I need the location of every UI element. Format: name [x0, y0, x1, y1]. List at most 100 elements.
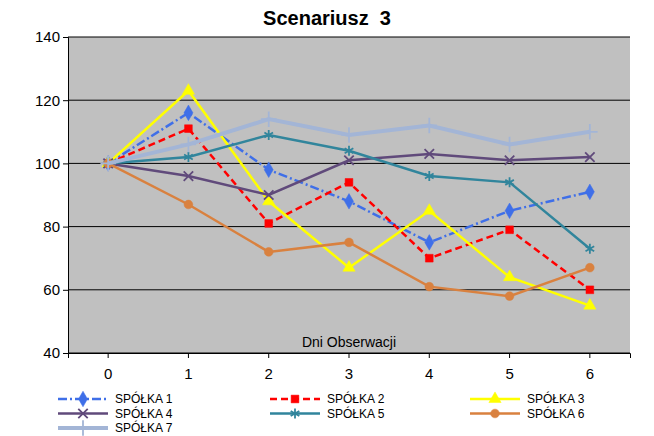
series-marker — [585, 263, 594, 272]
y-tick-mark — [63, 353, 68, 354]
series-marker — [425, 235, 434, 251]
series-marker — [341, 127, 356, 142]
series-marker — [345, 194, 354, 210]
series-marker — [100, 156, 115, 171]
grid-line — [68, 226, 630, 227]
x-tick: 2 — [265, 353, 273, 382]
plot-background — [68, 37, 630, 353]
legend-item: SPÓŁKA 6 — [470, 406, 585, 421]
legend-label: SPÓŁKA 7 — [115, 420, 173, 435]
series-marker — [425, 254, 433, 262]
series-line — [108, 163, 590, 296]
x-tick-mark — [108, 353, 109, 358]
series-marker — [345, 178, 353, 186]
x-tick-label: 3 — [345, 365, 353, 382]
y-tick: 100 — [35, 155, 68, 172]
series-marker — [586, 286, 594, 294]
legend-marker — [291, 395, 299, 403]
y-tick-label: 60 — [43, 281, 60, 298]
x-axis: 0123456 — [69, 353, 631, 382]
x-tick-label: 1 — [184, 365, 192, 382]
series-marker — [502, 137, 517, 152]
series-marker — [584, 299, 596, 310]
series-marker — [505, 177, 514, 187]
legend-label: SPÓŁKA 4 — [115, 406, 173, 421]
legend-marker — [489, 392, 501, 403]
series-line — [108, 91, 590, 306]
x-tick-label: 2 — [265, 365, 273, 382]
x-tick-mark — [188, 353, 189, 358]
x-axis-line — [69, 354, 631, 359]
x-tick-mark — [509, 353, 510, 358]
y-axis: 40 60 80 100 120 140 — [35, 28, 69, 361]
series-marker — [181, 137, 196, 152]
series-marker — [265, 220, 273, 228]
legend-label: SPÓŁKA 3 — [527, 391, 585, 406]
legend-marker — [78, 409, 87, 418]
series-marker — [184, 200, 193, 209]
legend-item: SPÓŁKA 3 — [470, 391, 585, 406]
x-tick: 3 — [345, 353, 353, 382]
series-marker — [422, 118, 437, 133]
y-tick-label: 40 — [43, 344, 60, 361]
legend-item: SPÓŁKA 1 — [58, 391, 173, 407]
series-marker — [503, 270, 515, 281]
series-marker — [582, 124, 597, 139]
legend-marker — [75, 420, 90, 435]
legend: SPÓŁKA 1 SPÓŁKA 2 SPÓŁKA 3 SPÓŁKA 4 SPÓŁKA 5… — [58, 391, 585, 436]
series-marker — [343, 261, 355, 272]
series-marker — [506, 226, 514, 234]
series-marker — [264, 248, 273, 257]
series-marker — [182, 84, 194, 95]
series-marker — [425, 171, 434, 181]
series-marker — [423, 204, 435, 215]
y-tick: 120 — [35, 92, 68, 109]
series-marker — [184, 152, 193, 162]
y-tick-mark — [63, 37, 68, 38]
legend-label: SPÓŁKA 5 — [327, 406, 385, 421]
legend-marker — [291, 409, 300, 419]
x-tick: 4 — [425, 353, 433, 382]
y-tick-mark — [63, 163, 68, 164]
legend-label: SPÓŁKA 6 — [527, 406, 585, 421]
y-tick: 140 — [35, 28, 68, 45]
series-marker — [345, 146, 354, 156]
series-marker — [264, 162, 273, 178]
legend-item: SPÓŁKA 7 — [58, 420, 173, 436]
x-tick-mark — [429, 353, 430, 358]
series-marker — [184, 105, 193, 121]
y-tick: 60 — [43, 281, 68, 298]
legend-label: SPÓŁKA 1 — [115, 391, 173, 406]
series-marker — [505, 156, 514, 165]
y-tick-label: 140 — [35, 28, 60, 45]
grid-line — [68, 163, 630, 164]
x-tick-label: 5 — [505, 365, 513, 382]
x-tick-mark — [349, 353, 350, 358]
series-marker — [261, 111, 276, 126]
x-tick-mark — [589, 353, 590, 358]
title: Scenariusz 3 — [263, 7, 391, 29]
series-marker — [184, 171, 193, 180]
series-marker — [425, 149, 434, 158]
legend-item: SPÓŁKA 5 — [270, 406, 385, 421]
x-tick-mark — [268, 353, 269, 358]
y-tick-mark — [63, 100, 68, 101]
legend-item: SPÓŁKA 4 — [58, 406, 173, 421]
series-line — [108, 119, 590, 163]
series-marker — [505, 292, 514, 301]
legend-marker — [79, 391, 88, 407]
legend-marker — [491, 409, 500, 418]
legend-label: SPÓŁKA 2 — [327, 391, 385, 406]
grid-line — [68, 100, 630, 101]
series-marker — [505, 203, 514, 219]
x-axis-title: Dni Obserwacji — [302, 334, 396, 350]
y-tick-label: 100 — [35, 155, 60, 172]
series-line — [108, 135, 590, 249]
x-tick: 6 — [586, 353, 594, 382]
y-tick-label: 80 — [43, 218, 60, 235]
grid-line — [68, 37, 630, 38]
y-tick: 80 — [43, 218, 68, 235]
x-tick-label: 6 — [586, 365, 594, 382]
y-axis-line — [63, 38, 69, 354]
plot: 4060801001201400123456Dni Obserwacji — [35, 28, 631, 381]
